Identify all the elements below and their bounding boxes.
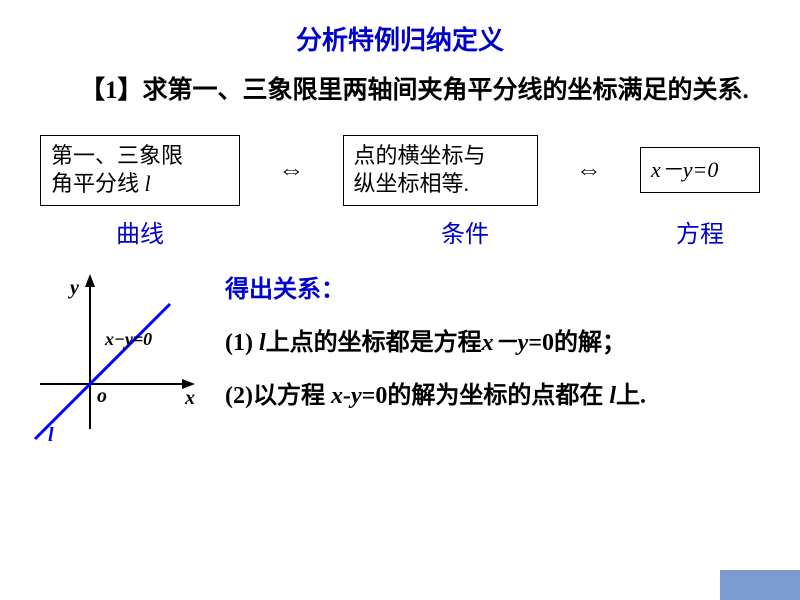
origin-label: o xyxy=(97,385,107,408)
box1-line1: 第一、三象限 xyxy=(51,142,229,171)
x-axis-label: x xyxy=(185,387,195,410)
label-curve: 曲线 xyxy=(40,214,240,249)
result-item-2: (2)以方程 x-y=0的解为坐标的点都在 l上. xyxy=(225,377,770,415)
coordinate-graph: y x o l x−y=0 xyxy=(30,269,210,449)
r2-eq: x-y xyxy=(331,383,362,409)
iff-symbol-1: ⇔ xyxy=(268,155,314,185)
result-item-1: (1) l上点的坐标都是方程x－y=0的解； xyxy=(225,324,770,362)
concept-boxes-row: 第一、三象限 角平分线 l ⇔ 点的横坐标与 纵坐标相等. ⇔ x－y=0 xyxy=(30,135,770,206)
box2-line2: 纵坐标相等. xyxy=(354,170,527,199)
r2-end: 上. xyxy=(616,383,646,409)
r1-mid1: 上点的坐标都是方程 xyxy=(266,330,482,356)
footer-decoration xyxy=(720,570,800,600)
problem-statement: 【1】求第一、三象限里两轴间夹角平分线的坐标满足的关系. xyxy=(30,72,770,110)
equation-label: x−y=0 xyxy=(105,329,152,350)
box-curve: 第一、三象限 角平分线 l xyxy=(40,135,240,206)
box-condition: 点的横坐标与 纵坐标相等. xyxy=(343,135,538,206)
label-condition: 条件 xyxy=(368,214,563,249)
iff-symbol-2: ⇔ xyxy=(566,155,612,185)
y-axis-arrow xyxy=(85,274,95,287)
page-title: 分析特例归纳定义 xyxy=(30,20,770,57)
result-title: 得出关系： xyxy=(225,269,770,304)
box1-line2: 角平分线 l xyxy=(51,170,229,199)
y-axis-label: y xyxy=(70,277,79,300)
label-equation: 方程 xyxy=(640,214,760,249)
bottom-section: y x o l x−y=0 得出关系： (1) l上点的坐标都是方程x－y=0的… xyxy=(30,269,770,449)
result-section: 得出关系： (1) l上点的坐标都是方程x－y=0的解； (2)以方程 x-y=… xyxy=(225,269,770,431)
box2-line1: 点的横坐标与 xyxy=(354,142,527,171)
r1-pre: (1) xyxy=(225,330,259,356)
r2-l: l xyxy=(609,383,616,409)
r2-mid: =0的解为坐标的点都在 xyxy=(362,383,610,409)
r1-end: ； xyxy=(602,330,626,356)
r1-l: l xyxy=(259,330,266,356)
line-label: l xyxy=(48,424,54,447)
r1-eq: x－y xyxy=(482,330,529,356)
r1-mid2: =0的解 xyxy=(528,330,602,356)
bisector-line xyxy=(35,304,170,439)
box-equation: x－y=0 xyxy=(640,147,760,194)
r2-pre: (2)以方程 xyxy=(225,383,331,409)
concept-labels-row: 曲线 条件 方程 xyxy=(30,214,770,249)
